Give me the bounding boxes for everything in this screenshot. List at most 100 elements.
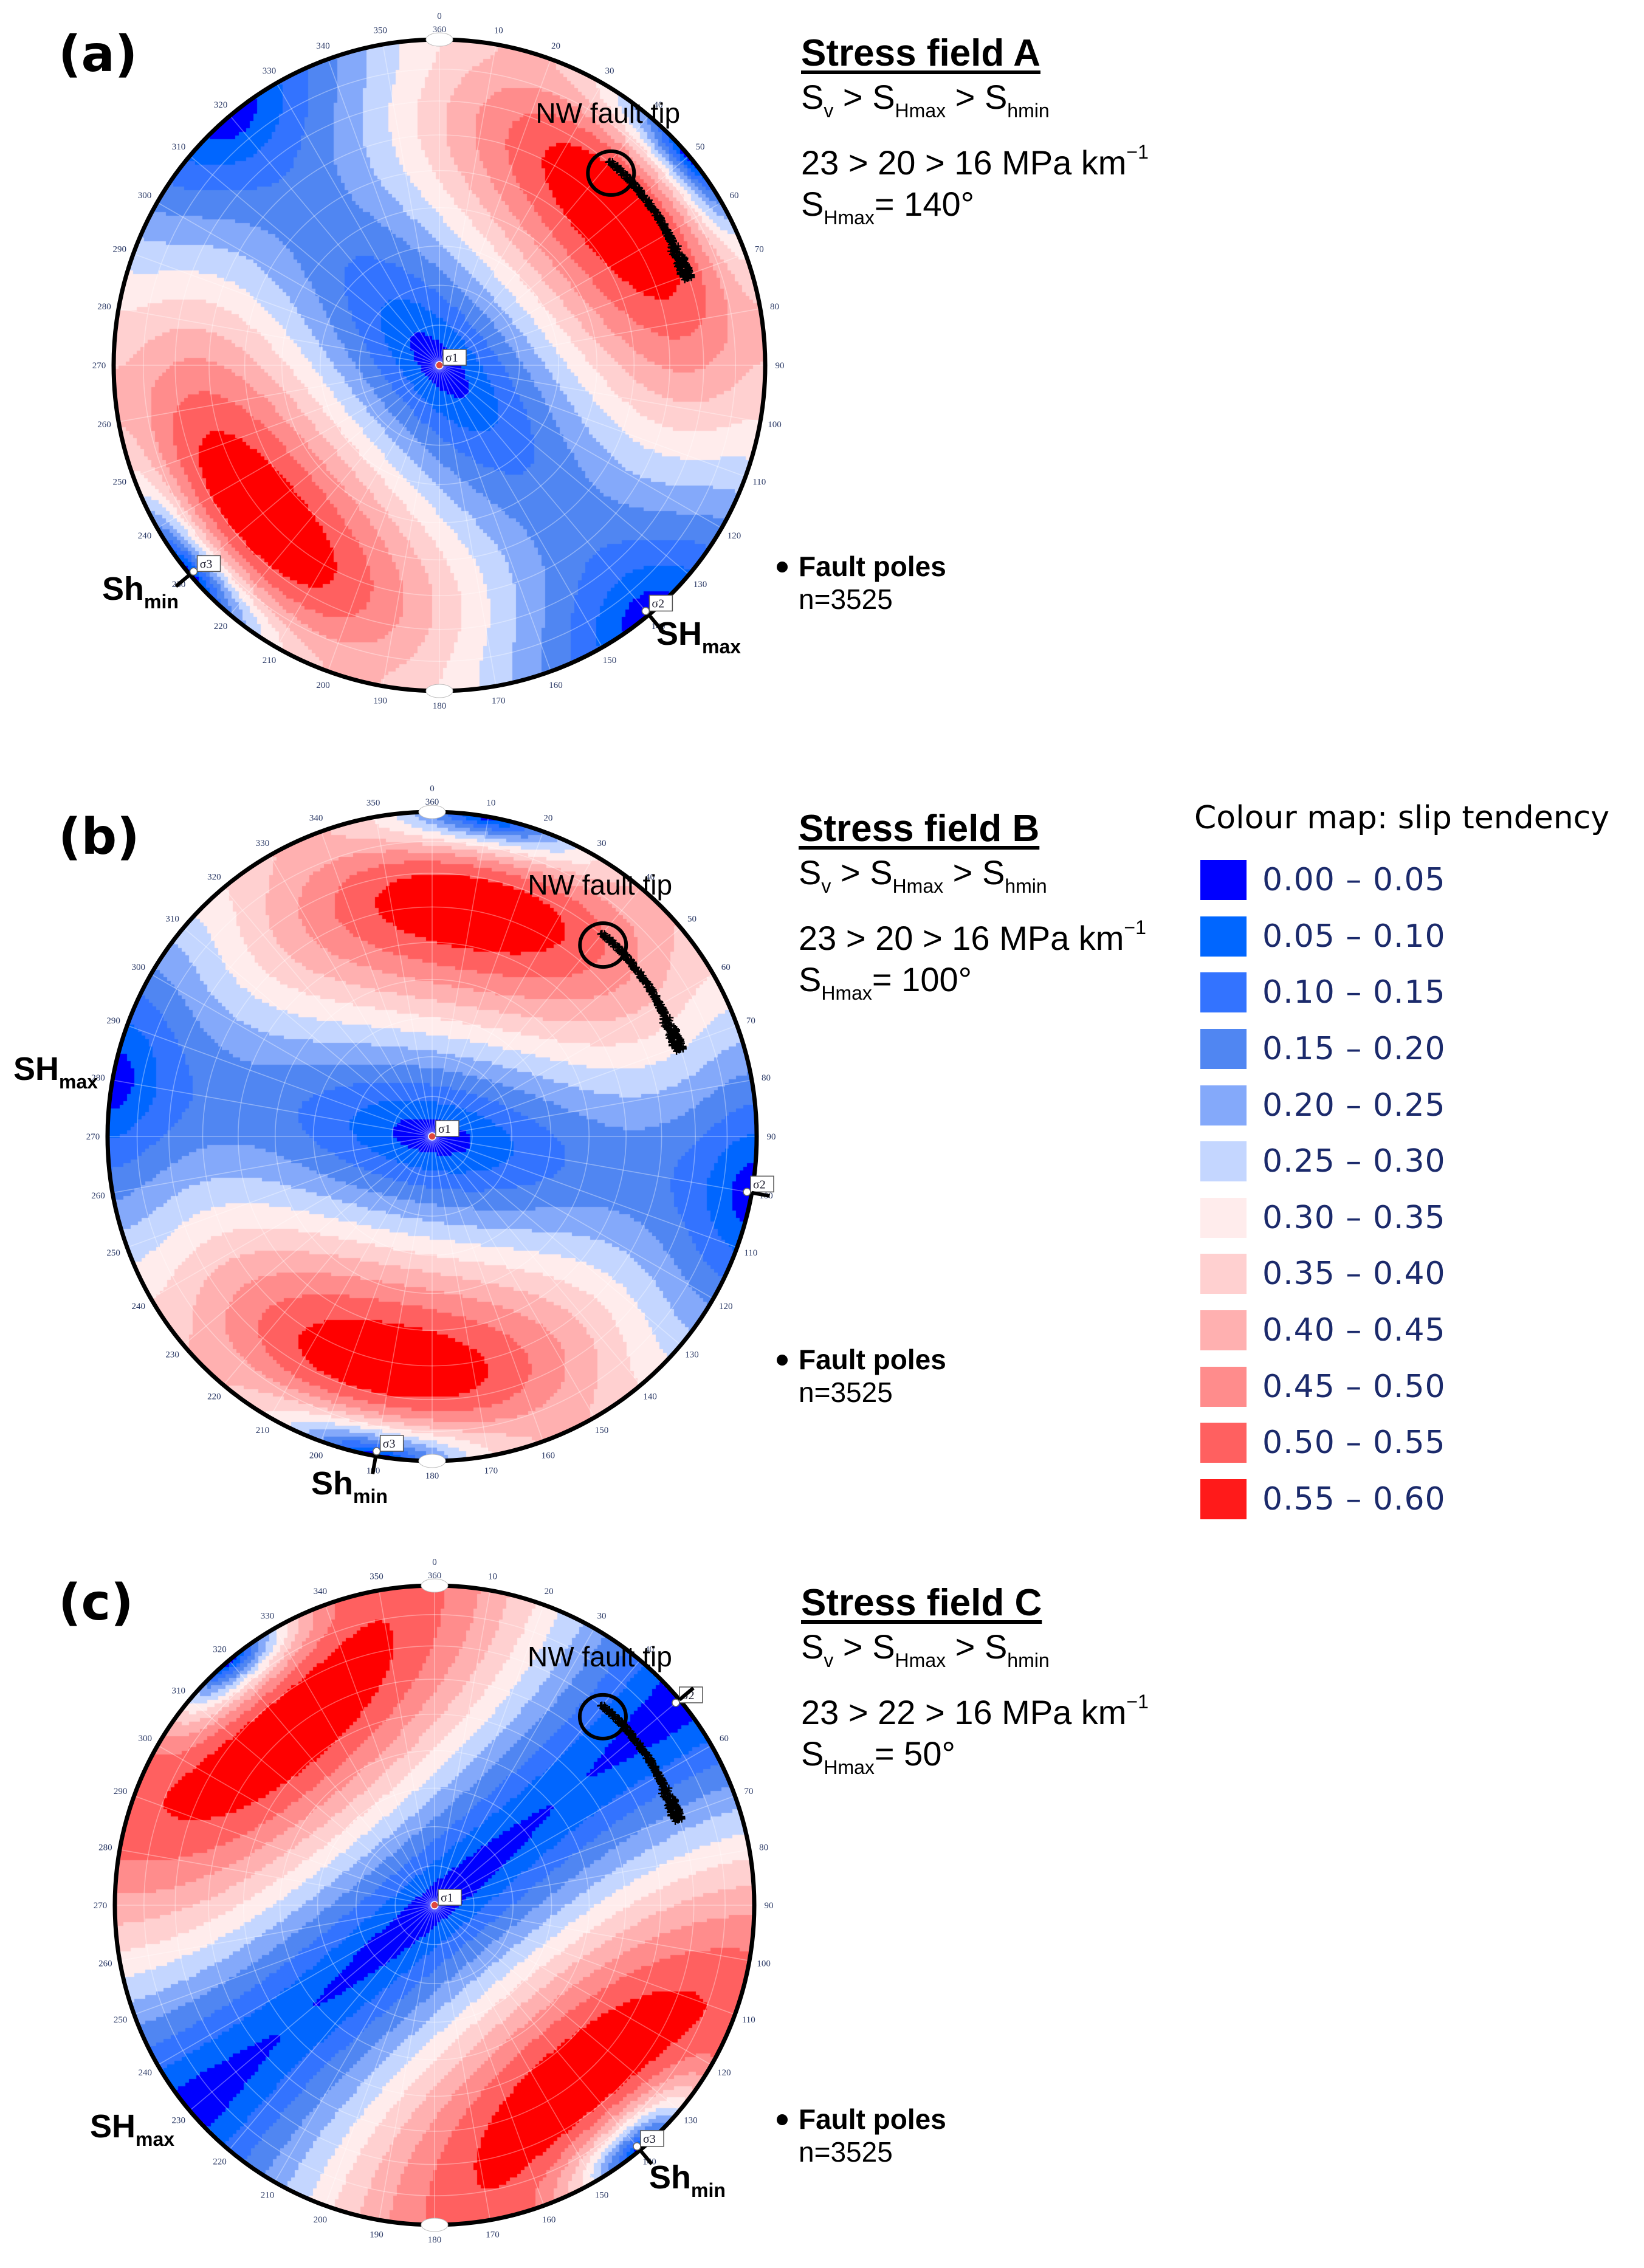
tick-label: 110 — [752, 478, 766, 487]
axis-point — [641, 607, 650, 616]
grid-radial-line — [157, 365, 440, 529]
legend-rows: 0.00 – 0.05 0.05 – 0.10 0.10 – 0.15 0.15 – … — [1194, 852, 1609, 1527]
marker-sub: max — [136, 2128, 175, 2150]
fault-pole-marker — [629, 1736, 637, 1744]
axis-tag-label: σ2 — [682, 1689, 695, 1702]
grid-radial-line — [126, 1025, 433, 1137]
grid-radial-line — [269, 855, 433, 1137]
axis-point — [743, 1187, 751, 1197]
stereonet-overlay: 0360102030405060708090100110120130140150… — [94, 1558, 774, 2245]
tick-label: 80 — [770, 302, 779, 312]
grid-radial-line — [439, 365, 746, 478]
fault-tip-label: NW fault tip — [528, 1641, 672, 1672]
grid-radial-line — [382, 365, 440, 686]
fault-pole-marker — [641, 1748, 648, 1756]
legend-swatch — [1200, 1141, 1247, 1182]
fault-pole-marker — [615, 943, 623, 950]
grid-radial-line — [434, 1905, 595, 2182]
grid-radial-line — [320, 1136, 433, 1442]
legend-label: 0.35 – 0.40 — [1262, 1256, 1446, 1293]
stress-field-title: Stress field C — [801, 1582, 1042, 1624]
tick-label: 250 — [106, 1248, 120, 1258]
fault-pole-marker — [623, 956, 631, 964]
tick-label: 240 — [138, 531, 152, 541]
stereonet-a: 0360102030405060708090100110120130140150… — [92, 12, 785, 711]
fault-poles — [597, 1701, 686, 1825]
axis-direction-tick — [174, 573, 191, 588]
legend-swatch — [1200, 1085, 1247, 1125]
fault-pole-marker — [664, 1025, 672, 1033]
grid-radial-line — [434, 1628, 595, 1906]
legend-item: 0.55 – 0.60 — [1194, 1471, 1609, 1528]
grid-radial-line — [432, 1136, 595, 1418]
tick-label: 150 — [595, 2190, 609, 2200]
stress-info-b: Stress field B Sv > SHmax > Shmin 23 > 2… — [799, 808, 1146, 1014]
tick-label: 310 — [171, 1686, 185, 1696]
fault-poles-legend-b: Fault poles n=3525 — [777, 1343, 946, 1409]
principal-axis-3: σ3 — [633, 2130, 664, 2151]
axis-tag-box — [196, 555, 221, 572]
tick-label: 130 — [685, 1350, 699, 1360]
fault-pole-marker — [662, 229, 670, 236]
legend-title: Colour map: slip tendency — [1194, 800, 1610, 836]
marker-text: Sh — [102, 571, 145, 607]
tick-label: 60 — [729, 191, 738, 201]
grid-radial-line — [439, 365, 760, 422]
grid-circle — [391, 1096, 473, 1177]
fault-pole-marker — [678, 266, 686, 273]
shmax-sub: Hmax — [892, 875, 944, 897]
fault-pole-dot-icon — [777, 562, 788, 572]
tick-label: 330 — [256, 839, 270, 848]
fault-tip-label: NW fault tip — [535, 97, 680, 129]
grid-radial-line — [432, 1025, 738, 1137]
tick-label: 340 — [314, 1587, 328, 1596]
grid-radial-line — [157, 202, 440, 366]
fault-poles-count: n=3525 — [799, 583, 893, 615]
axis-point — [189, 567, 198, 576]
tick-label: 300 — [138, 1734, 152, 1744]
marker-text: SH — [656, 616, 703, 652]
tick-label: 350 — [374, 26, 388, 36]
tick-label: 210 — [263, 656, 277, 665]
grid-radial-line — [189, 1905, 435, 2111]
stress-order: Sv > SHmax > Shmin — [801, 1626, 1149, 1681]
pole-notch — [421, 2218, 449, 2232]
grid-radial-line — [151, 974, 433, 1137]
fault-pole-marker — [647, 986, 655, 994]
tick-label: 360 — [433, 25, 447, 35]
fault-pole-marker — [669, 1801, 677, 1809]
tick-label: 10 — [488, 1572, 497, 1581]
shmax-sub: Hmax — [895, 1649, 946, 1671]
grid-circle — [359, 284, 520, 446]
grid-radial-line — [325, 1905, 435, 2206]
legend-item: 0.20 – 0.25 — [1194, 1077, 1609, 1133]
fault-pole-marker — [659, 1782, 667, 1790]
grid-radial-line — [439, 308, 760, 366]
tick-label: 250 — [114, 2015, 128, 2025]
fault-pole-marker — [655, 1775, 663, 1783]
marker-sub: min — [144, 591, 179, 613]
grid-radial-line — [439, 365, 722, 529]
grid-radial-line — [432, 1136, 641, 1386]
shmax-azimuth: SHmax= 140° — [801, 184, 1149, 238]
grid-radial-line — [432, 1136, 738, 1248]
axis-tag-label: σ3 — [200, 557, 213, 571]
tick-label: 210 — [256, 1426, 270, 1435]
fault-pole-marker — [607, 1709, 614, 1717]
shmax-marker-label-a: SHmax — [656, 615, 741, 658]
grid-radial-line — [434, 1795, 735, 1906]
tick-label: 340 — [309, 814, 323, 823]
gradients-text: 23 > 22 > 16 MPa km — [801, 1693, 1127, 1731]
grid-radial-line — [432, 1136, 681, 1345]
tick-label: 310 — [172, 142, 186, 152]
grid-radial-line — [439, 365, 497, 686]
tick-label: 90 — [765, 1901, 774, 1911]
fault-pole-marker — [653, 1000, 661, 1008]
gt-sign: > — [955, 78, 975, 116]
fault-poles-legend-c: Fault poles n=3525 — [777, 2103, 946, 2168]
grid-radial-line — [439, 59, 552, 366]
axis-tag-box — [379, 1435, 404, 1452]
gt-sign: > — [955, 1627, 975, 1666]
fault-pole-marker — [663, 1017, 671, 1025]
grid-radial-line — [274, 1905, 435, 2182]
